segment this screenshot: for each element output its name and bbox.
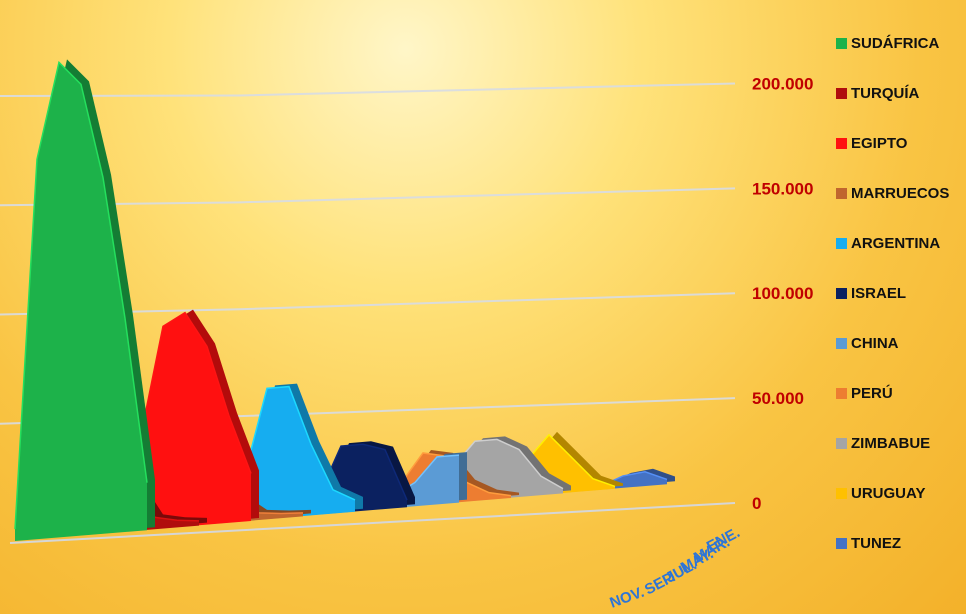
legend-label: EGIPTO [851,134,908,152]
legend-label: ISRAEL [851,284,907,302]
chart-legend: SUDÁFRICA TURQUÍA EGIPTO MARRUECOS ARGENTINA… [836,18,966,568]
y-tick-label: 200.000 [752,74,813,93]
legend-swatch [836,387,847,399]
legend-label: TUNEZ [851,534,901,552]
legend-label: SUDÁFRICA [851,34,940,52]
y-axis-ticks: 0 50.000 100.000 150.000 200.000 [752,74,813,513]
y-tick-label: 100.000 [752,284,813,303]
legend-item: TURQUÍA [836,68,966,118]
legend-swatch [836,287,847,299]
x-axis-ticks: ENE.MAR.MAY.JUL.SEP.NOV. [608,524,743,612]
y-tick-label: 0 [752,494,761,513]
legend-swatch [836,187,847,199]
series-area [15,62,147,542]
gridline [0,82,736,97]
series-sudáfrica [14,59,155,542]
legend-swatch [836,337,847,349]
legend-swatch [836,237,847,249]
legend-swatch [836,37,847,49]
legend-label: MARRUECOS [851,184,950,202]
legend-swatch [836,537,847,549]
legend-swatch [836,487,847,499]
legend-item: CHINA [836,318,966,368]
legend-label: ARGENTINA [851,234,941,252]
legend-item: ISRAEL [836,268,966,318]
legend-item: PERÚ [836,368,966,418]
legend-label: URUGUAY [851,484,926,502]
legend-label: ZIMBABUE [851,434,931,452]
legend-item: URUGUAY [836,468,966,518]
legend-swatch [836,437,847,449]
legend-label: CHINA [851,334,899,352]
legend-swatch [836,87,847,99]
floor-edge [9,502,736,544]
legend-item: ZIMBABUE [836,418,966,468]
series-group [14,59,675,542]
legend-item: SUDÁFRICA [836,18,966,68]
x-tick-label: NOV. [608,584,647,612]
legend-item: MARRUECOS [836,168,966,218]
legend-item: ARGENTINA [836,218,966,268]
legend-label: PERÚ [851,384,893,402]
y-tick-label: 50.000 [752,389,804,408]
series-area [275,444,407,518]
legend-swatch [836,137,847,149]
legend-item: EGIPTO [836,118,966,168]
y-tick-label: 150.000 [752,179,813,198]
legend-label: TURQUÍA [851,84,920,102]
legend-item: TUNEZ [836,518,966,568]
